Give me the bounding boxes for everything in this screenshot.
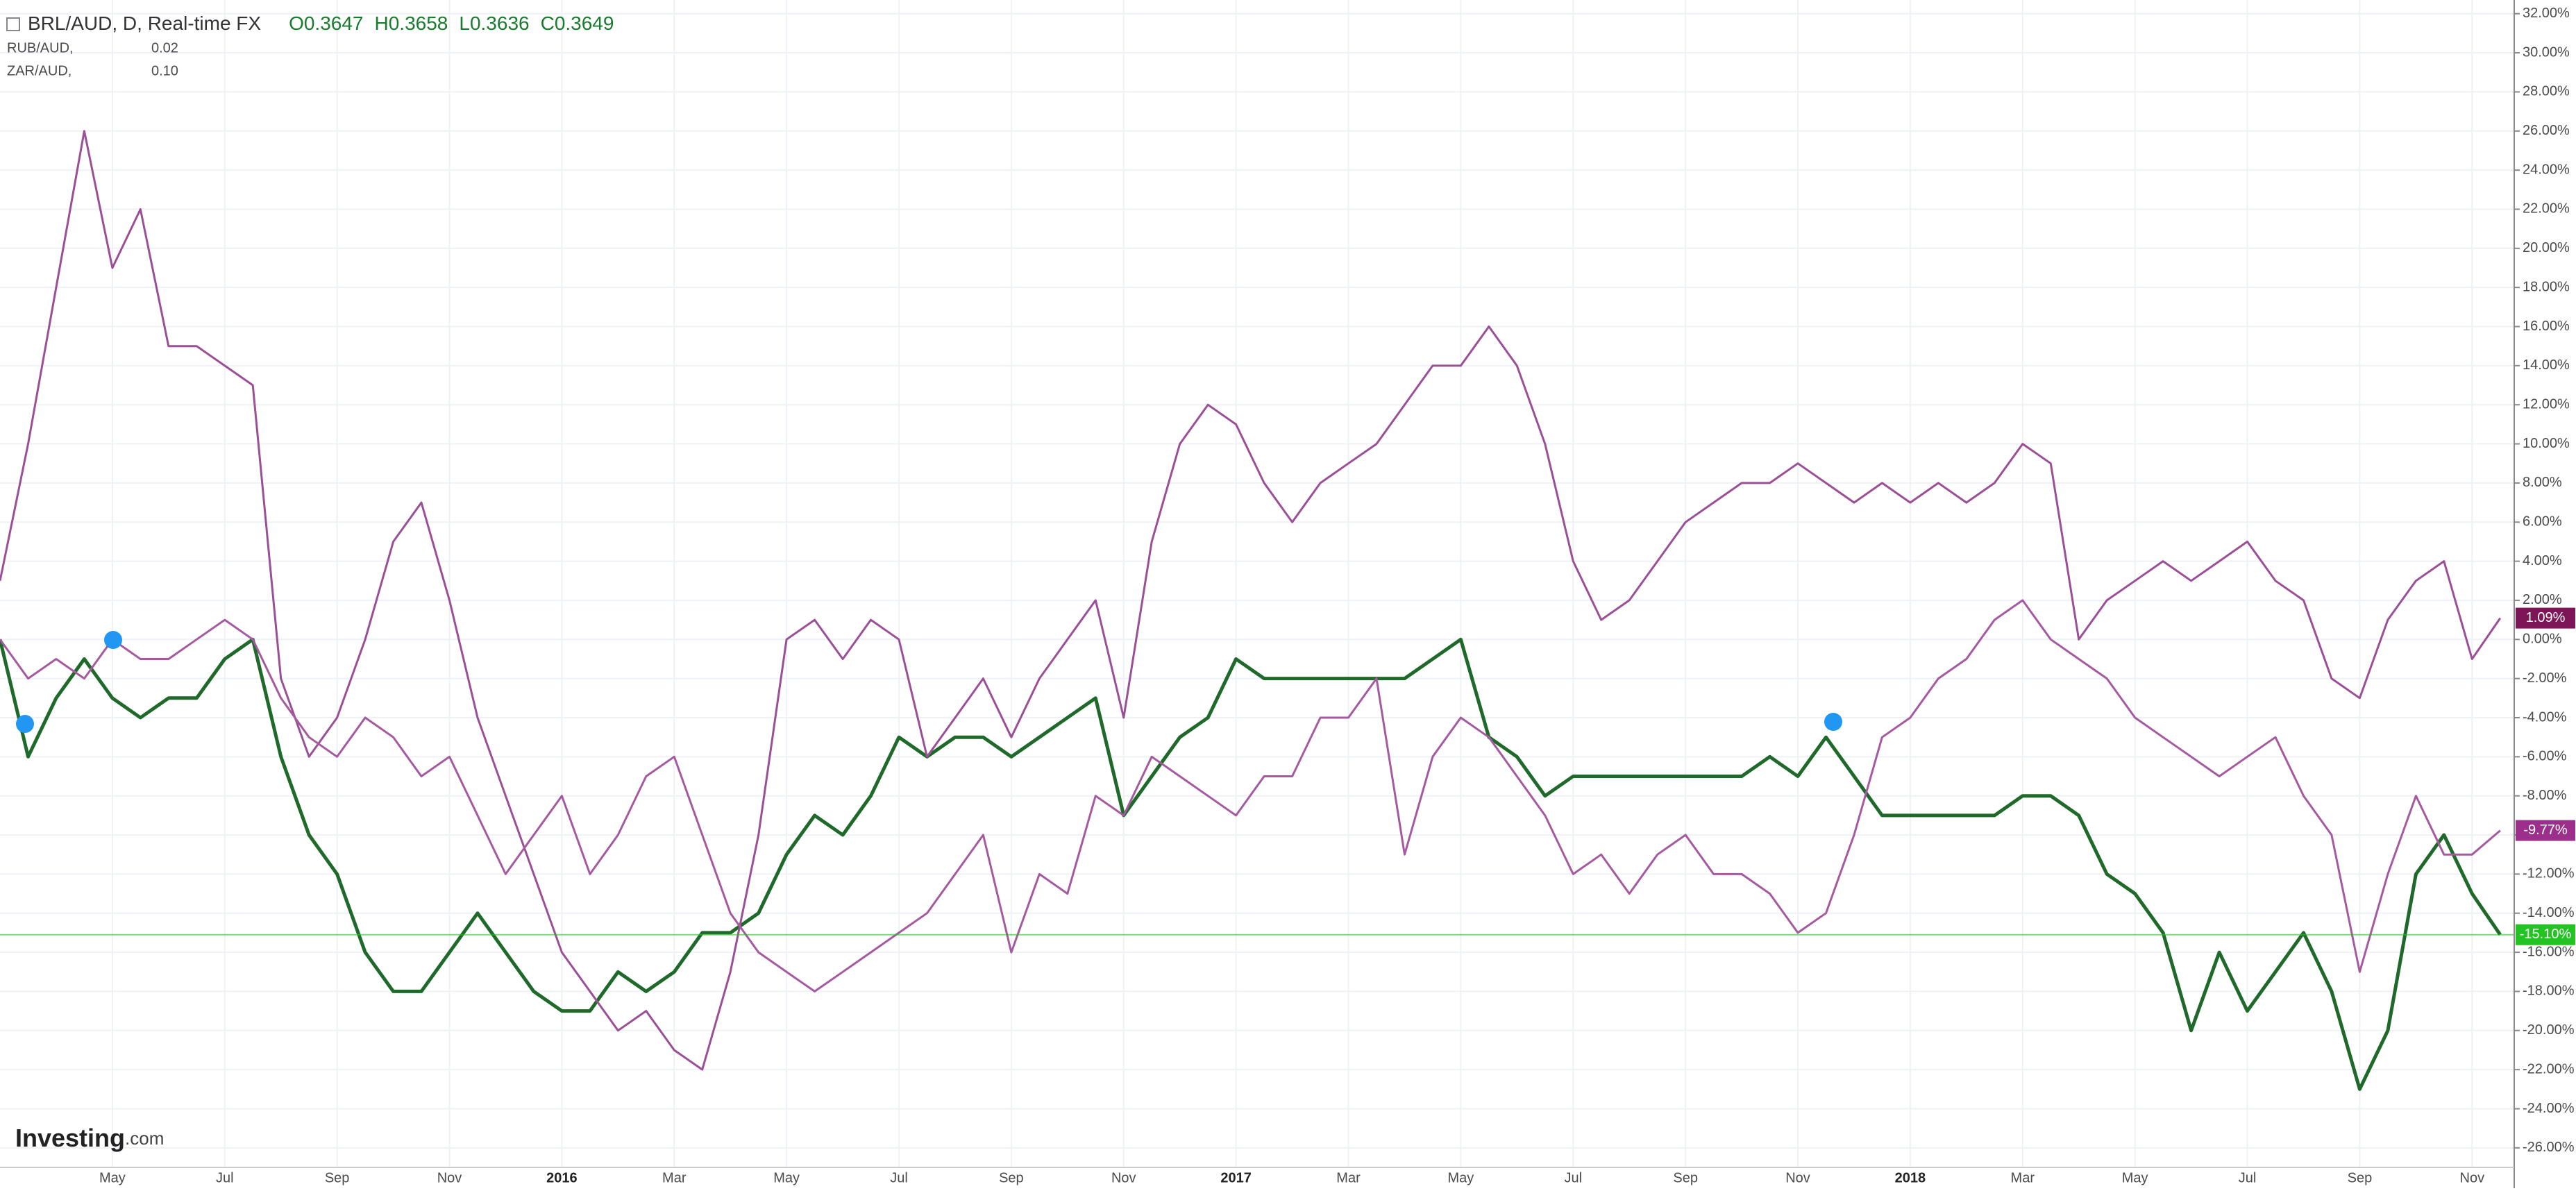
x-tick-label: Mar: [1336, 1170, 1361, 1185]
y-tick-label: -2.00%: [2523, 670, 2567, 686]
ohlc: O0.3647: [289, 12, 363, 34]
x-tick-label: Mar: [662, 1170, 687, 1185]
x-tick-label: Nov: [2460, 1170, 2485, 1185]
y-tick-label: 30.00%: [2523, 44, 2570, 60]
y-tick-label: -8.00%: [2523, 788, 2567, 803]
logo-main: Investing: [15, 1124, 125, 1152]
last-value-box: [2516, 820, 2575, 841]
y-tick-label: 4.00%: [2523, 553, 2562, 568]
logo-suffix: .com: [125, 1128, 164, 1149]
x-tick-label: Nov: [1111, 1170, 1136, 1185]
pattern-marker[interactable]: [104, 631, 122, 649]
y-tick-label: -6.00%: [2523, 749, 2567, 764]
x-tick-label: Sep: [999, 1170, 1024, 1185]
y-tick-label: 28.00%: [2523, 84, 2570, 99]
y-tick-label: -14.00%: [2523, 905, 2575, 920]
plot: [0, 130, 2502, 1091]
x-tick-label: Nov: [1785, 1170, 1810, 1185]
series-line: [0, 637, 2502, 1091]
x-tick-label: 2018: [1895, 1170, 1926, 1185]
y-tick-label: 12.00%: [2523, 396, 2570, 412]
y-tick-label: 20.00%: [2523, 240, 2570, 255]
ohlc: H0.3658: [375, 12, 448, 34]
y-tick-label: -16.00%: [2523, 944, 2575, 959]
x-tick-label: Jul: [2239, 1170, 2257, 1185]
y-tick-label: -26.00%: [2523, 1140, 2575, 1155]
y-tick-label: 6.00%: [2523, 514, 2562, 530]
ohlc: C0.3649: [541, 12, 614, 34]
legend-name: ZAR/AUD,: [7, 63, 71, 78]
y-tick-label: -22.00%: [2523, 1061, 2575, 1076]
series-line: [0, 599, 2501, 992]
header: BRL/AUD, D, Real-time FX O0.3647 H0.3658 L0…: [28, 12, 614, 34]
ohlc: L0.3636: [459, 12, 529, 34]
x-tick-label: Sep: [1673, 1170, 1698, 1185]
y-tick-label: 14.00%: [2523, 357, 2570, 373]
x-tick-label: Sep: [325, 1170, 350, 1185]
y-tick-label: -12.00%: [2523, 866, 2575, 881]
y-tick-label: 18.00%: [2523, 279, 2570, 294]
x-tick-label: 2017: [1220, 1170, 1252, 1185]
x-tick-label: Jul: [890, 1170, 908, 1185]
last-value-label: 1.09%: [2526, 610, 2566, 625]
last-value-box: [2516, 924, 2575, 945]
y-tick-label: 22.00%: [2523, 201, 2570, 217]
x-tick-label: Jul: [1564, 1170, 1582, 1185]
y-tick-label: -20.00%: [2523, 1022, 2575, 1038]
collapse-icon[interactable]: [6, 17, 20, 31]
y-tick-label: -18.00%: [2523, 983, 2575, 999]
y-tick-label: 8.00%: [2523, 475, 2562, 490]
y-tick-label: 2.00%: [2523, 592, 2562, 607]
x-tick-label: Mar: [2011, 1170, 2035, 1185]
y-tick-label: 26.00%: [2523, 123, 2570, 138]
y-tick-label: -24.00%: [2523, 1101, 2575, 1116]
y-tick-label: 0.00%: [2523, 632, 2562, 647]
x-tick-label: May: [1448, 1170, 1474, 1185]
series-line: [0, 130, 2502, 1071]
chart-title: BRL/AUD, D, Real-time FX: [28, 12, 261, 34]
x-tick-label: Nov: [437, 1170, 462, 1185]
x-tick-label: May: [773, 1170, 800, 1185]
pattern-marker[interactable]: [16, 715, 34, 733]
pattern-marker[interactable]: [1824, 713, 1842, 731]
last-value-box: [2516, 607, 2575, 629]
x-tick-label: Jul: [216, 1170, 234, 1185]
x-tick-label: May: [99, 1170, 126, 1185]
y-tick-label: 10.00%: [2523, 436, 2570, 451]
last-value-label: -9.77%: [2523, 822, 2568, 838]
x-tick-label: May: [2122, 1170, 2148, 1185]
y-tick-label: 16.00%: [2523, 319, 2570, 334]
grid: [0, 0, 2514, 1167]
y-tick-label: 32.00%: [2523, 6, 2570, 21]
x-tick-label: 2016: [546, 1170, 578, 1185]
y-tick-label: 24.00%: [2523, 162, 2570, 177]
last-value-label: -15.10%: [2520, 927, 2572, 942]
x-tick-label: Sep: [2348, 1170, 2373, 1185]
legend-value: 0.02: [151, 40, 178, 56]
legend-value: 0.10: [151, 63, 178, 78]
y-tick-label: -4.00%: [2523, 709, 2567, 725]
logo: Investing.com: [15, 1124, 164, 1152]
legend-name: RUB/AUD,: [7, 40, 74, 56]
